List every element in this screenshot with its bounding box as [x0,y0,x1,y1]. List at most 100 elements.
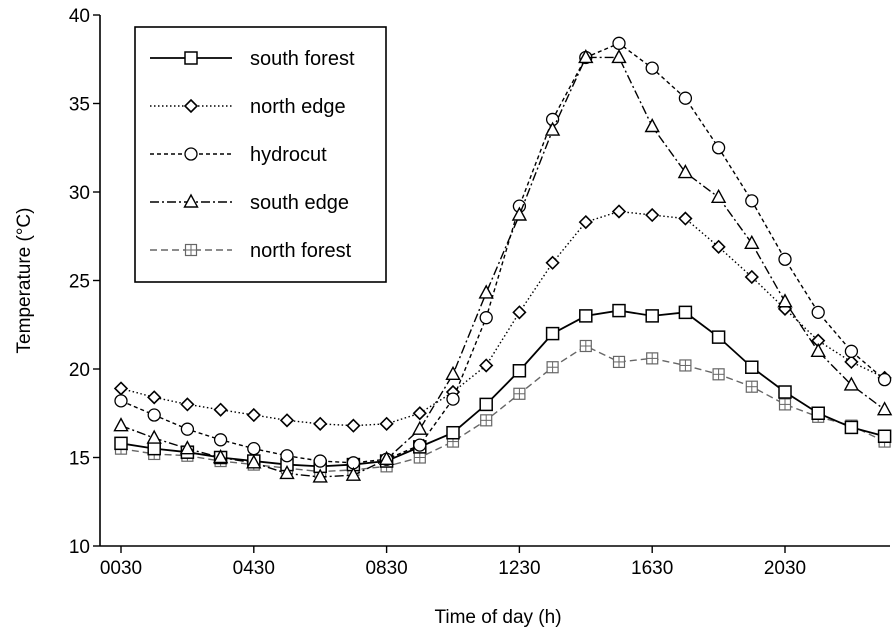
data-point-square [811,406,825,420]
x-axis-title: Time of day (h) [434,607,561,628]
y-tick-label: 15 [69,449,90,470]
data-point-circle [280,449,294,463]
data-point-diamond [379,416,394,432]
data-point-triangle [710,188,727,204]
data-point-square [645,309,659,323]
data-point-circle [446,392,460,406]
data-point-crosssquare [646,352,659,365]
data-point-square [778,385,792,399]
series-line [120,56,886,478]
series-north-edge [113,204,892,433]
data-point-circle [147,408,161,422]
data-point-crosssquare [778,398,792,411]
data-point-circle [213,433,228,447]
data-point-circle [413,438,427,452]
data-point-crosssquare [612,355,626,369]
legend-marker-crosssquare [184,243,198,257]
legend-marker-triangle [183,193,199,208]
data-point-triangle [744,234,760,250]
y-tick-label: 30 [69,183,90,204]
data-point-circle [612,36,626,50]
data-point-crosssquare [513,387,526,400]
data-point-circle [180,422,195,436]
data-point-circle [844,344,859,358]
y-tick-label: 40 [69,6,90,27]
legend-label: north edge [250,96,346,118]
axes: 10 15 20 25 30 35 40 0030 0430 0830 1230 1630 2030 [69,6,890,579]
data-point-triangle [445,365,461,381]
data-point-triangle [378,450,395,465]
data-point-triangle [478,284,494,299]
data-point-square [612,303,626,318]
data-point-triangle [777,293,793,308]
data-point-diamond [147,390,162,405]
series-layer [113,36,893,483]
data-point-square [147,441,161,456]
data-point-circle [313,454,327,468]
data-point-triangle [810,342,826,357]
data-point-square [678,305,693,320]
data-point-crosssquare [679,359,692,372]
data-point-crosssquare [546,361,559,374]
series-line [120,309,885,468]
series-line [120,210,885,427]
data-point-circle [678,91,693,105]
data-point-crosssquare [745,380,758,393]
data-point-triangle [312,468,328,483]
x-tick-label: 1630 [631,558,673,579]
data-point-circle [645,61,659,75]
y-tick-label: 35 [69,95,90,116]
data-point-triangle [179,440,196,455]
data-point-diamond [279,413,295,428]
data-point-crosssquare [480,414,493,427]
data-point-diamond [180,397,195,412]
series-south-forest [114,303,892,474]
legend-label: north forest [250,240,352,262]
legend-label: south edge [250,192,349,214]
series-south-edge [113,49,893,483]
data-point-diamond [578,214,593,230]
y-axis-title: Temperature (°C) [14,208,35,354]
data-point-diamond [844,354,859,370]
data-point-square [711,330,726,344]
y-tick-label: 10 [69,537,90,558]
data-point-circle [247,441,261,456]
data-point-circle [114,394,128,408]
data-point-crosssquare [579,339,592,353]
data-point-circle [778,252,792,266]
data-point-circle [811,305,825,320]
data-point-triangle [412,420,428,435]
data-point-circle [711,141,726,155]
data-point-triangle [212,449,229,464]
legend: south forest north edge hydrocut south edge… [134,26,387,283]
data-point-triangle [611,49,627,64]
x-tick-label: 0430 [233,558,275,579]
data-point-diamond [313,416,328,432]
data-point-diamond [545,255,560,270]
legend-marker-diamond [183,98,199,114]
data-point-square [745,360,759,374]
y-tick-label: 20 [69,360,90,381]
data-point-diamond [678,211,693,226]
x-tick-label: 1230 [498,558,540,579]
data-point-square [545,326,560,341]
data-point-triangle [876,401,893,416]
data-point-diamond [246,407,261,423]
data-point-crosssquare [712,368,725,381]
legend-label: south forest [250,48,355,70]
data-point-diamond [744,269,759,285]
legend-marker-circle [184,147,198,161]
data-point-triangle [544,121,561,136]
data-point-diamond [611,204,627,219]
data-point-triangle [246,454,262,469]
data-point-diamond [346,418,361,433]
data-point-circle [479,311,493,325]
y-tick-label: 25 [69,272,90,293]
data-point-diamond [213,402,228,417]
data-point-crosssquare [413,451,426,464]
data-point-circle [877,372,892,387]
data-point-triangle [279,464,295,480]
x-tick-label: 2030 [764,558,806,579]
data-point-triangle [511,206,528,221]
